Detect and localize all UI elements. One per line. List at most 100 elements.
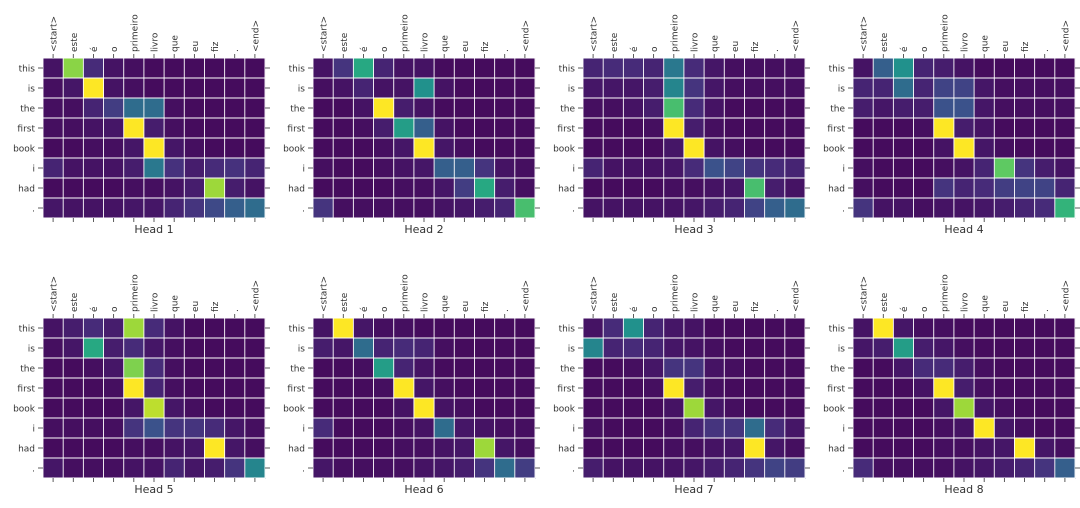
heatmap-cell: [1034, 358, 1056, 379]
heatmap-cell: [853, 458, 874, 479]
heatmap-cell: [724, 378, 745, 399]
heatmap-cell: [514, 398, 536, 419]
heatmap-cell: [123, 78, 145, 99]
heatmap-cell: [784, 198, 806, 219]
heatmap-cell: [974, 458, 995, 479]
heatmap-cell: [494, 358, 516, 379]
heatmap-cell: [953, 398, 975, 419]
heatmap-cell: [474, 338, 496, 359]
heatmap-cell: [83, 198, 104, 219]
heatmap-cell: [514, 338, 536, 359]
panel-title: Head 5: [134, 483, 173, 496]
heatmap-cell: [164, 178, 185, 199]
heatmap-cell: [764, 118, 786, 139]
x-tick-label: este: [610, 32, 620, 52]
heatmap-cell: [434, 158, 455, 179]
heatmap-cell: [784, 338, 806, 359]
heatmap-cell: [1014, 378, 1036, 399]
heatmap-cell: [313, 318, 334, 339]
heatmap-cell: [913, 178, 935, 199]
heatmap-cell: [893, 338, 914, 359]
heatmap-cell: [603, 438, 624, 459]
heatmap-cell: [63, 418, 84, 439]
heatmap-cell: [244, 418, 266, 439]
heatmap-cell: [933, 138, 955, 159]
heatmap-cell: [873, 318, 894, 339]
y-tick-label: is: [298, 85, 306, 95]
heatmap-cell: [994, 118, 1015, 139]
heatmap-cell: [1054, 118, 1076, 139]
heatmap-cell: [953, 358, 975, 379]
heatmap-cell: [704, 358, 725, 379]
heatmap-cell: [643, 118, 665, 139]
x-tick-label: <start>: [50, 16, 60, 52]
x-tick-label: primeiro: [400, 14, 410, 52]
heatmap-cell: [494, 438, 516, 459]
heatmap-cell: [933, 98, 955, 119]
heatmap-cell: [994, 178, 1015, 199]
heatmap-cell: [494, 158, 516, 179]
heatmap-cell: [893, 98, 914, 119]
heatmap-cell: [514, 118, 536, 139]
y-tick-label: book: [13, 405, 36, 415]
heatmap-cell: [63, 378, 84, 399]
heatmap-cell: [373, 318, 395, 339]
heatmap-cell: [643, 98, 665, 119]
heatmap-cell: [204, 318, 226, 339]
heatmap-cell: [784, 118, 806, 139]
y-tick-label: the: [20, 365, 35, 375]
heatmap-cell: [373, 438, 395, 459]
heatmap-cell: [933, 118, 955, 139]
heatmap-cell: [953, 378, 975, 399]
heatmap-cell: [393, 358, 415, 379]
x-tick-label: que: [711, 35, 721, 52]
heatmap-cell: [764, 58, 786, 79]
heatmap-cell: [224, 178, 246, 199]
y-tick-label: first: [827, 385, 845, 395]
heatmap-cell: [454, 438, 475, 459]
y-tick-label: the: [560, 365, 575, 375]
heatmap-cell: [724, 438, 745, 459]
heatmap-cell: [43, 418, 64, 439]
heatmap-cell: [353, 418, 374, 439]
heatmap-cell: [413, 138, 435, 159]
heatmap-cell: [63, 98, 84, 119]
panel-title: Head 7: [674, 483, 713, 496]
heatmap-cell: [393, 398, 415, 419]
heatmap-panel-5: <start> este é o primeiro livro que eu fiz. <end>…: [13, 274, 270, 496]
heatmap-cell: [373, 378, 395, 399]
heatmap-cell: [494, 418, 516, 439]
heatmap-cell: [853, 58, 874, 79]
heatmap-cell: [853, 358, 874, 379]
heatmap-cell: [244, 358, 266, 379]
x-tick-label: livro: [961, 292, 971, 312]
heatmap-cell: [873, 418, 894, 439]
heatmap-cell: [474, 118, 496, 139]
heatmap-cell: [683, 98, 705, 119]
heatmap-cell: [103, 338, 125, 359]
x-tick-label: <end>: [791, 280, 801, 312]
heatmap-cell: [974, 338, 995, 359]
y-tick-label: first: [287, 385, 305, 395]
x-tick-label: .: [771, 309, 781, 312]
heatmap-cell: [994, 458, 1015, 479]
heatmap-cell: [143, 398, 165, 419]
panel-title: Head 4: [944, 223, 983, 236]
heatmap-cell: [933, 398, 955, 419]
heatmap-cell: [1014, 58, 1036, 79]
heatmap-cell: [333, 158, 354, 179]
heatmap-cell: [784, 158, 806, 179]
x-tick-label: é: [359, 46, 370, 52]
y-tick-label: i: [572, 165, 575, 175]
x-tick-label: livro: [691, 32, 701, 52]
x-tick-label: primeiro: [130, 14, 140, 52]
heatmap-cell: [583, 318, 604, 339]
x-tick-label: o: [110, 46, 120, 52]
x-tick-label: eu: [1001, 301, 1011, 312]
heatmap-cell: [494, 118, 516, 139]
heatmap-cell: [893, 178, 914, 199]
heatmap-cell: [784, 78, 806, 99]
y-tick-label: i: [302, 165, 305, 175]
heatmap-cell: [434, 318, 455, 339]
